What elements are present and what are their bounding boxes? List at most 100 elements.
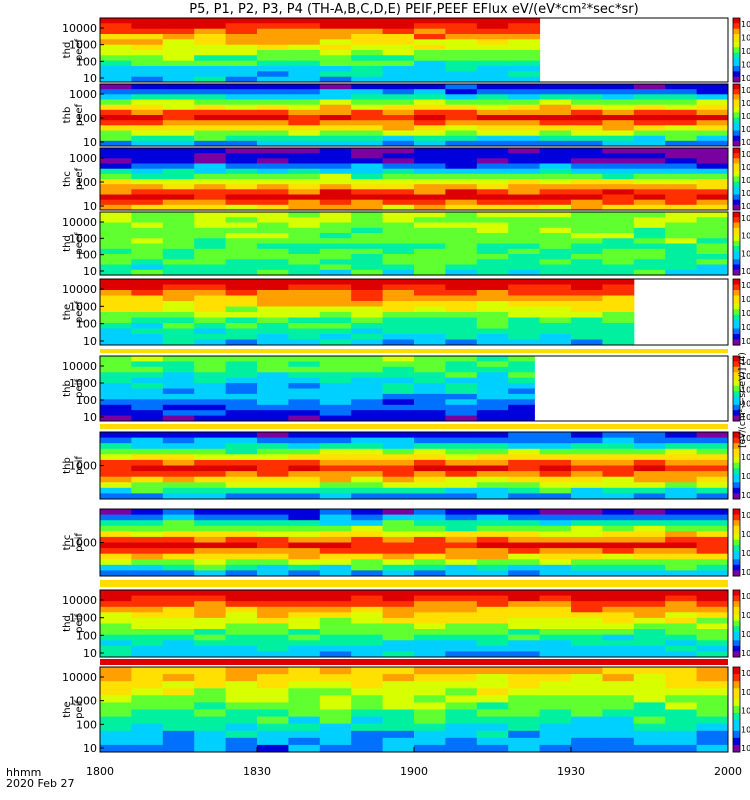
spectrogram-cell	[257, 454, 289, 461]
spectrogram-cell	[162, 623, 195, 630]
spectrogram-cell	[288, 702, 321, 710]
spectrogram-cell	[508, 28, 541, 35]
spectrogram-cell	[319, 590, 352, 597]
spectrogram-cell	[257, 28, 289, 35]
spectrogram-cell	[445, 542, 478, 549]
spectrogram-cell	[131, 536, 164, 543]
spectrogram-cell	[351, 140, 384, 147]
spectrogram-cell	[162, 179, 195, 185]
spectrogram-cell	[194, 709, 227, 718]
colorbar-segment	[733, 301, 740, 305]
spectrogram-cell	[382, 623, 415, 630]
spectrogram-cell	[571, 269, 603, 276]
spectrogram-cell	[696, 723, 729, 732]
spectrogram-cell	[225, 312, 258, 318]
spectrogram-cell	[100, 89, 132, 95]
spectrogram-cell	[508, 482, 541, 489]
spectrogram-cell	[257, 44, 289, 51]
spectrogram-cell	[665, 84, 698, 90]
spectrogram-cell	[508, 548, 541, 555]
spectrogram-cell	[539, 612, 572, 619]
colorbar-tick-label: 10³	[741, 491, 750, 500]
spectrogram-cell	[696, 233, 729, 239]
colorbar-segment	[733, 748, 740, 753]
spectrogram-cell	[414, 71, 446, 78]
spectrogram-cell	[696, 104, 729, 111]
spectrogram-cell	[414, 44, 446, 51]
spectrogram-cell	[162, 163, 195, 170]
spectrogram-cell	[100, 120, 132, 126]
spectrogram-cell	[382, 317, 415, 324]
spectrogram-cell	[131, 60, 164, 67]
spectrogram-cell	[445, 254, 478, 260]
colorbar-segment	[733, 440, 740, 444]
colorbar-tick-label: 10⁷	[741, 20, 750, 29]
spectrogram-cell	[288, 570, 321, 577]
spectrogram-cell	[100, 372, 132, 379]
spectrogram-cell	[382, 645, 415, 652]
spectrogram-cell	[571, 334, 603, 340]
spectrogram-cell	[445, 199, 478, 206]
colorbar-segment	[733, 44, 740, 48]
spectrogram-cell	[696, 559, 729, 566]
spectrogram-cell	[319, 651, 352, 658]
spectrogram-cell	[162, 709, 195, 718]
spectrogram-cell	[319, 184, 352, 190]
spectrogram-cell	[539, 437, 572, 444]
y-tick-label: 1000	[69, 695, 97, 708]
spectrogram-cell	[131, 623, 164, 630]
spectrogram-cell	[319, 454, 352, 461]
data-stripe	[100, 424, 728, 429]
spectrogram-cell	[257, 148, 289, 154]
spectrogram-cell	[100, 248, 132, 255]
spectrogram-cell	[696, 168, 729, 175]
spectrogram-cell	[508, 651, 541, 658]
spectrogram-cell	[257, 590, 289, 597]
spectrogram-cell	[508, 158, 541, 164]
spectrogram-cell	[665, 269, 698, 276]
spectrogram-cell	[539, 548, 572, 555]
spectrogram-cell	[539, 688, 572, 696]
spectrogram-cell	[476, 99, 509, 106]
spectrogram-cell	[225, 189, 258, 195]
colorbar-segment	[733, 135, 740, 139]
panel-probe-label: the	[62, 304, 73, 320]
spectrogram-cell	[162, 60, 195, 67]
spectrogram-cell	[100, 173, 132, 180]
spectrogram-cell	[539, 595, 572, 602]
spectrogram-cell	[194, 383, 227, 389]
spectrogram-cell	[476, 323, 509, 329]
spectrogram-cell	[571, 163, 603, 170]
spectrogram-cell	[288, 476, 321, 483]
colorbar-segment	[733, 34, 740, 38]
colorbar-segment	[733, 598, 740, 602]
colorbar-tick-label: 10³	[741, 649, 750, 658]
spectrogram-cell	[288, 361, 321, 368]
spectrogram-cell	[288, 89, 321, 95]
spectrogram-cell	[382, 393, 415, 400]
spectrogram-cell	[476, 723, 509, 732]
spectrogram-cell	[445, 18, 478, 24]
spectrogram-cell	[100, 168, 132, 175]
colorbar-segment	[733, 396, 740, 400]
spectrogram-cell	[288, 148, 321, 154]
spectrogram-cell	[382, 99, 415, 106]
y-tick-label: 10	[83, 200, 97, 213]
spectrogram-cell	[288, 564, 321, 571]
spectrogram-cell	[382, 590, 415, 597]
spectrogram-cell	[194, 612, 227, 619]
spectrogram-cell	[100, 189, 132, 195]
spectrogram-cell	[319, 601, 352, 608]
spectrogram-cell	[194, 323, 227, 329]
spectrogram-cell	[351, 634, 384, 641]
spectrogram-cell	[382, 290, 415, 296]
spectrogram-cell	[508, 723, 541, 732]
spectrogram-cell	[225, 76, 258, 83]
colorbar-segment	[733, 493, 740, 497]
spectrogram-cell	[414, 158, 446, 164]
spectrogram-cell	[162, 109, 195, 116]
spectrogram-cell	[696, 135, 729, 142]
spectrogram-cell	[602, 667, 635, 675]
spectrogram-cell	[194, 393, 227, 400]
spectrogram-cell	[414, 179, 446, 185]
